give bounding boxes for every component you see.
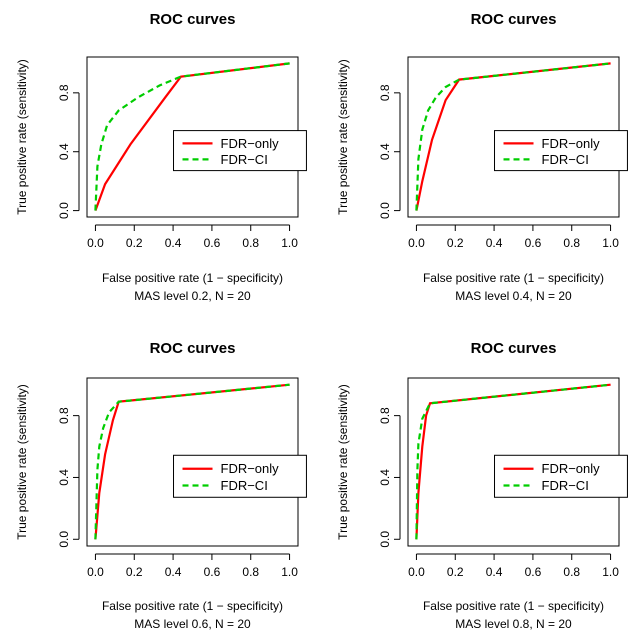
y-tick-label: 0.4	[57, 143, 71, 160]
x-axis-label: False positive rate (1 − specificity)	[423, 271, 604, 285]
chart-subtitle: MAS level 0.8, N = 20	[455, 617, 572, 631]
x-tick-label: 0.4	[165, 236, 182, 250]
legend-label: FDR−CI	[542, 152, 589, 167]
x-tick-label: 0.4	[486, 236, 503, 250]
x-tick-label: 0.8	[563, 565, 580, 579]
x-axis-label: False positive rate (1 − specificity)	[423, 599, 604, 613]
y-tick-label: 0.0	[378, 202, 392, 219]
x-tick-label: 0.0	[87, 565, 104, 579]
chart-subtitle: MAS level 0.6, N = 20	[134, 617, 251, 631]
series-line-fdr-ci	[94, 62, 290, 211]
x-tick-label: 0.4	[165, 565, 182, 579]
legend-label: FDR−only	[221, 461, 280, 476]
legend-label: FDR−CI	[542, 478, 589, 493]
legend-box	[494, 454, 628, 498]
x-tick-label: 1.0	[602, 236, 619, 250]
y-tick-label: 0.4	[378, 469, 392, 486]
x-tick-label: 0.6	[204, 565, 221, 579]
y-tick-label: 0.0	[57, 531, 71, 548]
y-tick-label: 0.8	[378, 407, 392, 424]
series-line-fdr-ci	[94, 383, 290, 540]
x-tick-label: 0.6	[204, 236, 221, 250]
x-tick-label: 0.0	[408, 236, 425, 250]
x-tick-label: 0.0	[408, 565, 425, 579]
x-tick-label: 0.2	[447, 236, 464, 250]
x-axis-label: False positive rate (1 − specificity)	[102, 271, 283, 285]
roc-panel-3: ROC curves 0.0 0.2 0.4 0.6 0.8 1.0 0.0 0.4 0.8 Fal…	[15, 340, 307, 631]
y-tick-label: 0.4	[378, 143, 392, 160]
roc-panel-2: ROC curves 0.0 0.2 0.4 0.6 0.8 1.0 0.0 0.4 0.8 Fal…	[336, 11, 628, 303]
y-tick-label: 0.8	[57, 84, 71, 101]
chart-title: ROC curves	[150, 11, 236, 28]
legend-label: FDR−CI	[221, 152, 268, 167]
x-tick-label: 0.6	[525, 236, 542, 250]
legend-box	[494, 130, 628, 172]
legend-label: FDR−only	[542, 136, 601, 151]
series-line-fdr-only	[415, 383, 611, 540]
chart-title: ROC curves	[471, 11, 557, 28]
series-line-fdr-ci	[415, 62, 611, 211]
x-tick-label: 0.0	[87, 236, 104, 250]
chart-subtitle: MAS level 0.2, N = 20	[134, 289, 251, 303]
chart-subtitle: MAS level 0.4, N = 20	[455, 289, 572, 303]
y-tick-label: 0.8	[378, 84, 392, 101]
y-axis-label: True positive rate (sensitivity)	[15, 384, 29, 540]
y-tick-label: 0.8	[57, 407, 71, 424]
chart-title: ROC curves	[471, 340, 557, 357]
x-tick-label: 0.2	[126, 236, 143, 250]
y-axis-label: True positive rate (sensitivity)	[15, 59, 29, 215]
y-tick-label: 0.0	[57, 202, 71, 219]
y-tick-label: 0.4	[57, 469, 71, 486]
roc-panel-4: ROC curves 0.0 0.2 0.4 0.6 0.8 1.0 0.0 0.4 0.8 Fal…	[336, 340, 628, 631]
x-tick-label: 0.2	[447, 565, 464, 579]
roc-panel-1: ROC curves 0.0 0.2 0.4 0.6 0.8 1.0 0.0 0.4 0.8 Fal…	[15, 11, 307, 303]
legend-box	[173, 454, 307, 498]
x-tick-label: 0.8	[242, 565, 259, 579]
y-tick-label: 0.0	[378, 531, 392, 548]
x-tick-label: 0.4	[486, 565, 503, 579]
x-tick-label: 1.0	[281, 565, 298, 579]
legend-label: FDR−CI	[221, 478, 268, 493]
x-tick-label: 0.6	[525, 565, 542, 579]
x-tick-label: 1.0	[281, 236, 298, 250]
x-tick-label: 1.0	[602, 565, 619, 579]
x-tick-label: 0.8	[242, 236, 259, 250]
y-axis-label: True positive rate (sensitivity)	[336, 59, 350, 215]
x-tick-label: 0.8	[563, 236, 580, 250]
chart-title: ROC curves	[150, 340, 236, 357]
legend-label: FDR−only	[221, 136, 280, 151]
legend-label: FDR−only	[542, 461, 601, 476]
x-axis-label: False positive rate (1 − specificity)	[102, 599, 283, 613]
y-axis-label: True positive rate (sensitivity)	[336, 384, 350, 540]
x-tick-label: 0.2	[126, 565, 143, 579]
legend-box	[173, 130, 307, 172]
